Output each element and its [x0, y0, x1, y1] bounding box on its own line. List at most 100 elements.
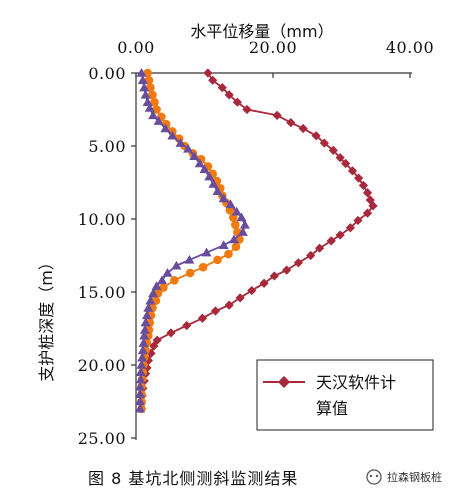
data-point-diamond	[210, 306, 221, 316]
y-tick-label: 15.00	[78, 283, 126, 302]
data-point-diamond	[314, 243, 325, 253]
legend-marker-diamond	[278, 376, 290, 388]
data-point-diamond	[152, 335, 162, 345]
data-point-triangle	[138, 338, 149, 347]
data-point-triangle	[183, 143, 194, 153]
data-point-triangle	[139, 330, 150, 340]
data-point-triangle	[137, 75, 148, 85]
legend: 天汉软件计 算值	[256, 359, 434, 431]
data-point-diamond	[247, 285, 257, 296]
data-point-circle	[170, 276, 179, 285]
data-point-triangle	[175, 138, 186, 147]
data-point-triangle	[212, 186, 223, 196]
x-tick-label: 20.00	[249, 38, 297, 57]
x-axis-title: 水平位移量（mm）	[190, 22, 333, 41]
data-point-triangle	[239, 219, 250, 229]
data-point-triangle	[135, 389, 146, 398]
data-point-triangle	[135, 381, 146, 391]
data-point-diamond	[269, 271, 279, 281]
data-point-triangle	[199, 164, 210, 174]
legend-label-line1: 天汉软件计	[316, 373, 396, 392]
data-point-triangle	[141, 310, 152, 320]
data-point-diamond	[232, 97, 242, 107]
data-point-triangle	[145, 295, 156, 305]
data-point-circle	[148, 90, 157, 100]
data-point-diamond	[347, 166, 358, 176]
data-point-circle	[198, 262, 208, 272]
data-point-triangle	[137, 345, 148, 355]
data-point-diamond	[293, 258, 303, 268]
data-point-diamond	[353, 215, 363, 226]
data-point-diamond	[242, 104, 252, 115]
data-point-diamond	[286, 118, 296, 128]
data-point-diamond	[345, 223, 356, 233]
data-point-circle	[224, 249, 233, 259]
data-point-triangle	[142, 97, 153, 106]
data-point-triangle	[184, 254, 195, 264]
data-point-diamond	[354, 173, 364, 183]
data-point-diamond	[272, 110, 282, 120]
data-point-triangle	[171, 260, 182, 270]
data-point-triangle	[194, 158, 205, 168]
watermark: 拉森钢板桩	[366, 469, 442, 485]
data-point-triangle	[208, 178, 219, 188]
data-point-diamond	[341, 158, 351, 169]
legend-label-line2: 算值	[316, 399, 348, 418]
data-point-circle	[213, 255, 222, 265]
data-point-diamond	[298, 123, 308, 134]
data-point-triangle	[218, 240, 229, 250]
data-point-diamond	[328, 145, 338, 155]
data-point-triangle	[228, 234, 239, 244]
data-point-triangle	[135, 367, 146, 377]
y-tick-label: 5.00	[88, 137, 126, 156]
data-point-diamond	[306, 250, 316, 261]
data-point-triangle	[136, 68, 147, 77]
data-point-triangle	[157, 275, 168, 285]
data-point-triangle	[148, 288, 159, 298]
data-point-triangle	[153, 116, 164, 125]
data-point-diamond	[362, 188, 373, 198]
data-point-diamond	[362, 208, 373, 218]
data-point-diamond	[326, 236, 336, 246]
data-point-circle	[185, 268, 195, 278]
data-point-triangle	[225, 199, 236, 209]
data-point-triangle	[136, 360, 147, 369]
data-point-circle	[150, 97, 159, 107]
y-tick-marks	[131, 72, 136, 439]
x-tick-label: 0.00	[117, 38, 155, 57]
wechat-icon	[366, 469, 382, 485]
data-point-triangle	[236, 212, 247, 222]
data-point-triangle	[139, 324, 150, 334]
y-tick-label: 10.00	[78, 210, 126, 229]
data-point-diamond	[149, 341, 159, 351]
data-point-circle	[231, 220, 240, 230]
data-point-diamond	[319, 138, 329, 148]
data-point-triangle	[140, 89, 151, 99]
series-layer	[135, 68, 378, 414]
x-tick-label: 40.00	[386, 38, 434, 57]
x-tick-labels: 0.00 20.00 40.00	[117, 38, 434, 57]
data-point-triangle	[139, 82, 150, 92]
data-point-triangle	[204, 171, 215, 181]
data-point-diamond	[282, 265, 292, 275]
data-point-diamond	[311, 131, 321, 141]
data-point-diamond	[208, 75, 218, 85]
data-point-triangle	[237, 227, 248, 236]
data-point-triangle	[162, 268, 173, 277]
data-point-triangle	[189, 151, 200, 160]
data-point-diamond	[365, 195, 375, 205]
y-axis-title: 支护桩深度（m）	[37, 254, 56, 382]
data-point-diamond	[235, 293, 245, 303]
watermark-text: 拉森钢板桩	[387, 470, 442, 484]
series-diamond	[136, 68, 378, 414]
data-point-circle	[231, 242, 241, 252]
series-circle	[137, 68, 244, 414]
data-point-diamond	[166, 328, 176, 338]
data-point-triangle	[135, 396, 146, 406]
data-point-triangle	[143, 303, 154, 312]
data-point-diamond	[368, 201, 378, 211]
data-point-triangle	[135, 374, 146, 384]
data-point-triangle	[160, 123, 171, 133]
y-tick-label: 25.00	[78, 429, 126, 448]
